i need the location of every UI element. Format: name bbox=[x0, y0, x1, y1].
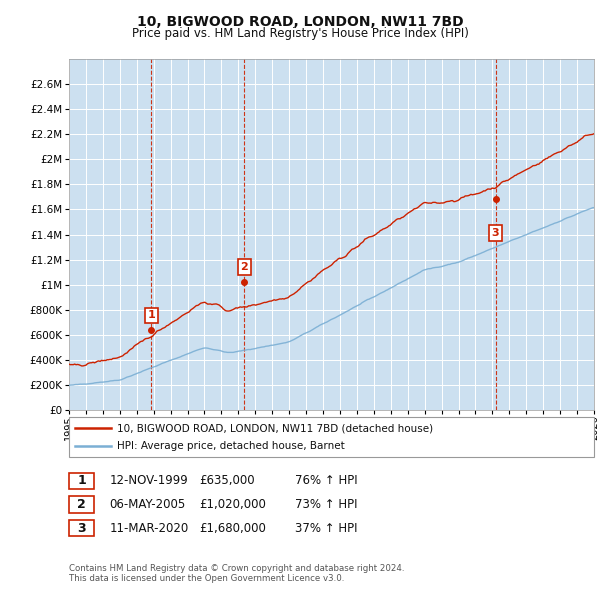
Text: Contains HM Land Registry data © Crown copyright and database right 2024.
This d: Contains HM Land Registry data © Crown c… bbox=[69, 563, 404, 583]
Text: 10, BIGWOOD ROAD, LONDON, NW11 7BD: 10, BIGWOOD ROAD, LONDON, NW11 7BD bbox=[137, 15, 463, 29]
Text: 2: 2 bbox=[77, 498, 86, 511]
Text: 3: 3 bbox=[492, 228, 499, 238]
Text: 11-MAR-2020: 11-MAR-2020 bbox=[109, 522, 188, 535]
Text: 10, BIGWOOD ROAD, LONDON, NW11 7BD (detached house): 10, BIGWOOD ROAD, LONDON, NW11 7BD (deta… bbox=[117, 424, 433, 434]
Text: 06-MAY-2005: 06-MAY-2005 bbox=[109, 498, 185, 511]
Text: £1,680,000: £1,680,000 bbox=[199, 522, 266, 535]
Text: 12-NOV-1999: 12-NOV-1999 bbox=[109, 474, 188, 487]
Text: Price paid vs. HM Land Registry's House Price Index (HPI): Price paid vs. HM Land Registry's House … bbox=[131, 27, 469, 40]
Text: 2: 2 bbox=[241, 262, 248, 272]
Text: 73% ↑ HPI: 73% ↑ HPI bbox=[295, 498, 358, 511]
Text: £635,000: £635,000 bbox=[199, 474, 255, 487]
Text: HPI: Average price, detached house, Barnet: HPI: Average price, detached house, Barn… bbox=[117, 441, 345, 451]
Text: 37% ↑ HPI: 37% ↑ HPI bbox=[295, 522, 358, 535]
Text: 76% ↑ HPI: 76% ↑ HPI bbox=[295, 474, 358, 487]
Text: £1,020,000: £1,020,000 bbox=[199, 498, 266, 511]
Text: 1: 1 bbox=[77, 474, 86, 487]
Text: 3: 3 bbox=[77, 522, 86, 535]
Text: 1: 1 bbox=[148, 310, 155, 320]
